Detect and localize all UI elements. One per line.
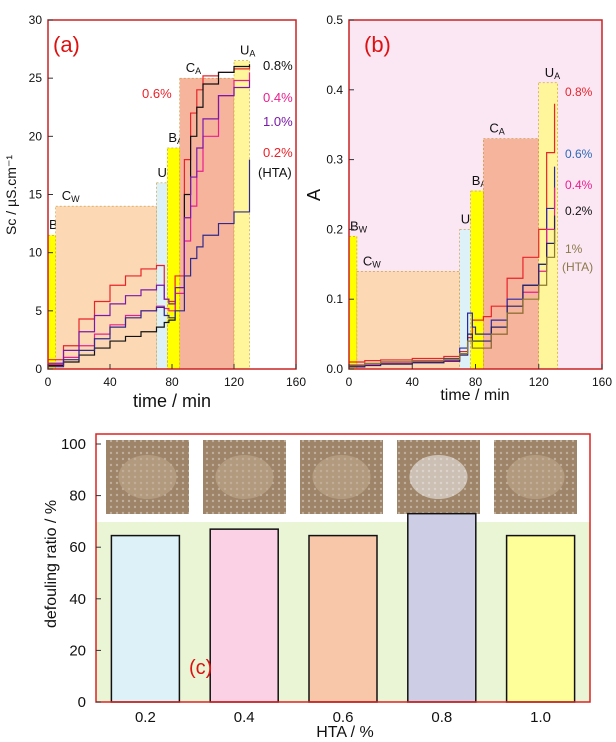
membrane-photo-highlight-0 <box>118 455 177 499</box>
annotation-1.0: 1.0% <box>263 114 293 129</box>
chart-c-bars <box>110 512 576 703</box>
xtick-label-b-3: 120 <box>529 375 549 389</box>
series-line-b-0 <box>349 103 556 363</box>
ytick-label-b-0: 0.0 <box>326 362 343 376</box>
stage-bar-b-4 <box>483 138 539 370</box>
stage-bar-a-2 <box>156 182 168 370</box>
xtick-label-b-2: 80 <box>469 375 483 389</box>
chart-b: BWCWUWBACAUA 040801201600.00.10.20.30.40… <box>304 13 612 404</box>
chart-a-ylabel: Sc / µS.cm⁻¹ <box>3 155 19 235</box>
stage-bar-b-0 <box>348 236 358 370</box>
series-line-a-2 <box>48 72 251 365</box>
annotation-0.4: 0.4% <box>263 90 293 105</box>
chart-c-ylabel: defouling ratio / % <box>43 500 60 628</box>
membrane-photo-highlight-2 <box>312 455 371 499</box>
ytick-label-c-0: 0 <box>78 694 86 711</box>
chart-a-series <box>48 64 251 368</box>
annotation-b-0.4: 0.4% <box>565 178 593 192</box>
annotation-0.8: 0.8% <box>263 58 293 73</box>
chart-c-xlabel: HTA / % <box>316 724 374 741</box>
chart-c-panel-label: (c) <box>189 657 212 679</box>
xtick-label-b-4: 160 <box>592 375 612 389</box>
xtick-label-a-0: 0 <box>45 375 52 389</box>
chart-b-stages: BWCWUWBACAUA <box>348 65 560 370</box>
annotation-b-1: 1% <box>565 242 583 256</box>
chart-c-frame <box>95 433 591 703</box>
ytick-label-a-3: 15 <box>29 188 43 202</box>
bar-0.2 <box>110 534 181 703</box>
ytick-label-c-1: 20 <box>69 642 86 659</box>
xtick-label-c-0: 0.2 <box>135 709 156 726</box>
bar-0.6 <box>308 534 378 703</box>
chart-a-xlabel: time / min <box>133 391 211 411</box>
ytick-label-a-4: 20 <box>29 129 43 143</box>
series-line-a-4 <box>48 159 251 368</box>
chart-b-annotations: 0.8% 0.6% 0.4% 0.2% 1% (HTA) <box>562 85 593 274</box>
annotation-hta: (HTA) <box>258 165 292 180</box>
membrane-photo-highlight-4 <box>506 455 565 499</box>
ytick-label-c-5: 100 <box>61 436 86 453</box>
series-line-b-4 <box>349 229 556 366</box>
xtick-label-a-4: 160 <box>286 375 306 389</box>
membrane-photo-highlight-1 <box>215 455 274 499</box>
chart-b-panel-label: (b) <box>364 32 391 57</box>
ytick-label-b-4: 0.4 <box>326 83 343 97</box>
chart-a-annotations: 0.8% 0.6% 0.4% 1.0% 0.2% (HTA) <box>142 58 293 180</box>
ytick-label-a-6: 30 <box>29 13 43 27</box>
chart-b-xlabel: time / min <box>440 387 509 404</box>
stage-bar-a-5 <box>233 60 250 370</box>
chart-c-photos <box>106 440 577 514</box>
xtick-label-c-2: 0.6 <box>333 709 354 726</box>
xtick-label-b-0: 0 <box>346 375 353 389</box>
bar-1.0 <box>505 534 576 703</box>
annotation-b-0.2: 0.2% <box>565 204 593 218</box>
stage-bar-b-1 <box>356 271 460 370</box>
xtick-label-c-4: 1.0 <box>530 709 551 726</box>
xtick-label-c-3: 0.8 <box>431 709 452 726</box>
series-line-a-3 <box>48 80 251 364</box>
stage-bar-a-0 <box>47 234 56 370</box>
xtick-label-a-3: 120 <box>224 375 244 389</box>
ytick-label-b-3: 0.3 <box>326 153 343 167</box>
membrane-photo-highlight-3 <box>409 455 468 499</box>
ytick-label-a-0: 0 <box>35 362 42 376</box>
xtick-label-c-1: 0.4 <box>234 709 255 726</box>
stage-bar-a-1 <box>55 205 157 370</box>
annotation-0.6: 0.6% <box>142 86 172 101</box>
xtick-label-a-1: 40 <box>103 375 117 389</box>
chart-c-ticks: 0.2 0.4 0.6 0.8 1.0 0 20 40 60 80 100 <box>61 436 551 726</box>
ytick-label-c-2: 40 <box>69 591 86 608</box>
stage-bar-a-3 <box>167 147 181 370</box>
chart-a-ticks: 0 40 80 120 160 0 5 10 15 20 25 30 <box>29 13 307 389</box>
bar-0.8 <box>407 512 477 703</box>
annotation-b-0.8: 0.8% <box>565 85 593 99</box>
annotation-0.2: 0.2% <box>263 145 293 160</box>
chart-b-ylabel: A <box>304 189 324 201</box>
chart-b-ticks: 0 40 80 120 160 0.0 0.1 0.2 0.3 0.4 0.5 <box>326 13 612 389</box>
ytick-label-b-5: 0.5 <box>326 13 343 27</box>
ytick-label-c-4: 80 <box>69 488 86 505</box>
annotation-b-hta: (HTA) <box>562 260 593 274</box>
chart-b-series <box>349 103 556 368</box>
ytick-label-a-2: 10 <box>29 246 43 260</box>
xtick-label-b-1: 40 <box>406 375 420 389</box>
stage-bar-b-5 <box>538 82 558 370</box>
ytick-label-c-3: 60 <box>69 539 86 556</box>
bar-0.4 <box>209 528 279 703</box>
annotation-b-0.6: 0.6% <box>565 147 593 161</box>
ytick-label-a-1: 5 <box>35 304 42 318</box>
xtick-label-a-2: 80 <box>165 375 179 389</box>
ytick-label-b-2: 0.2 <box>326 222 343 236</box>
chart-a-panel-label: (a) <box>53 32 80 57</box>
ytick-label-a-5: 25 <box>29 71 43 85</box>
ytick-label-b-1: 0.1 <box>326 292 343 306</box>
